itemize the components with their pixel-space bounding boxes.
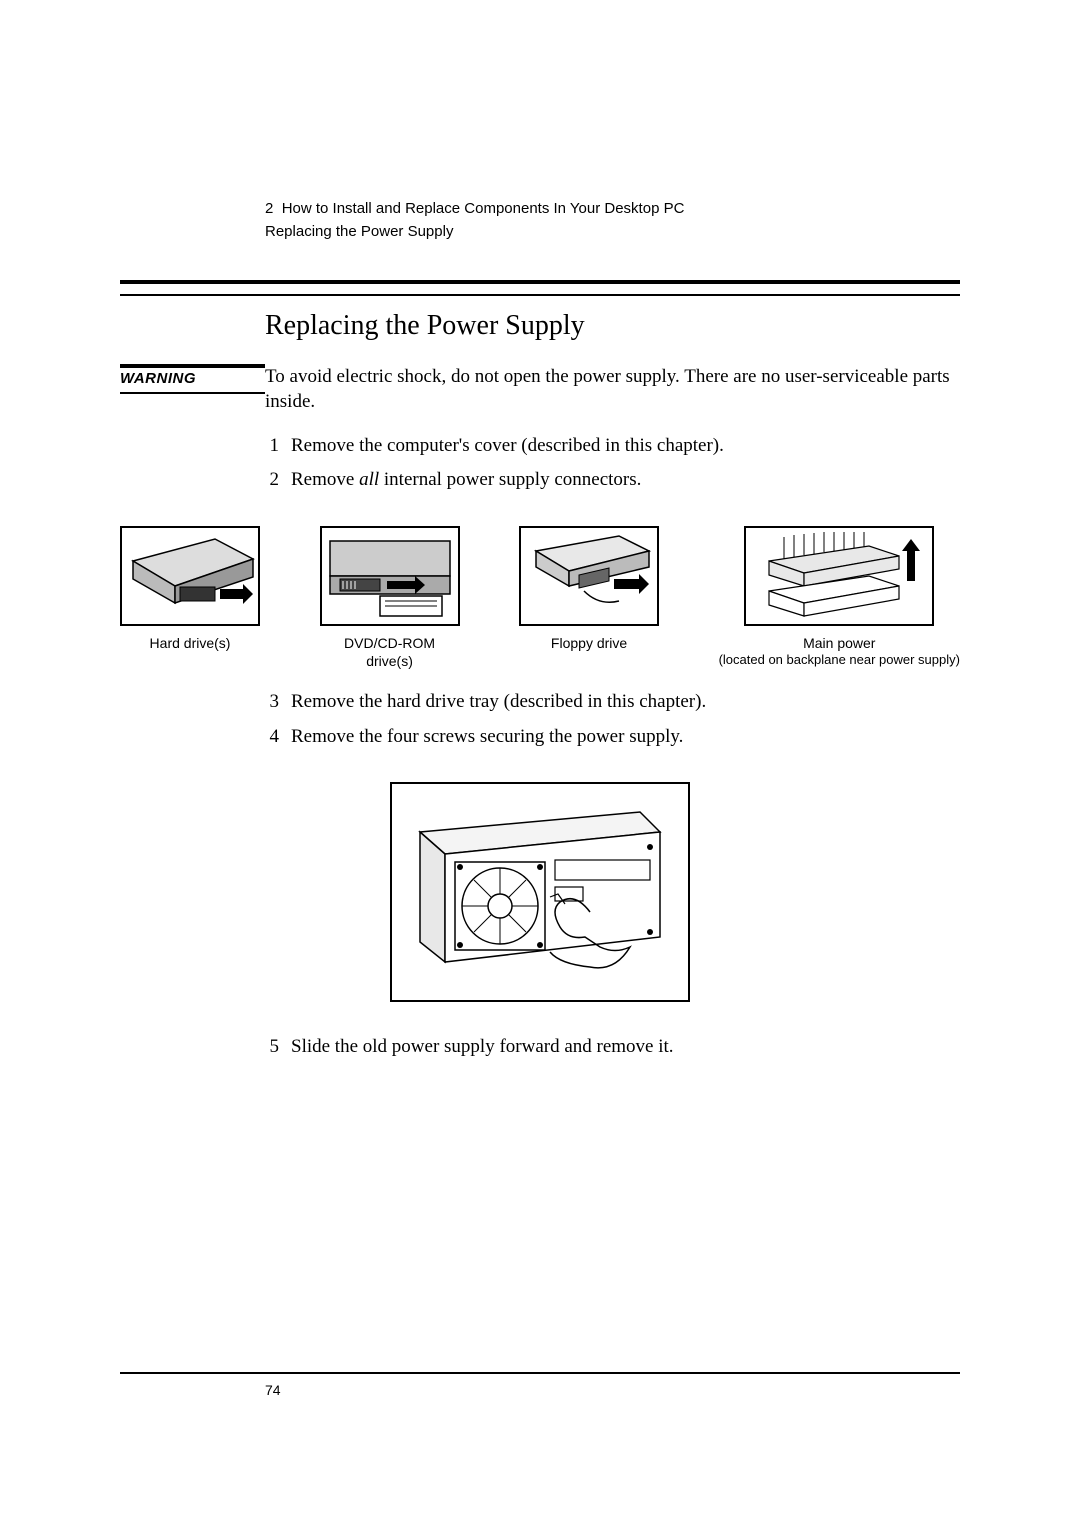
floppy-icon: [524, 531, 654, 621]
step-item: 1 Remove the computer's cover (described…: [265, 431, 960, 461]
figure-sublabel: (located on backplane near power supply): [719, 652, 960, 669]
figure-floppy-drive: Floppy drive: [519, 526, 659, 672]
figure-label: Main power: [803, 634, 875, 653]
step-item: 5 Slide the old power supply forward and…: [265, 1032, 960, 1062]
figure-label: DVD/CD-ROM: [344, 634, 435, 653]
page-footer: 74: [120, 1372, 960, 1398]
figure-label: Floppy drive: [551, 634, 627, 653]
warning-label: WARNING: [120, 370, 196, 387]
figure-label: Hard drive(s): [150, 634, 231, 653]
step-list-b: 3 Remove the hard drive tray (described …: [265, 687, 960, 752]
figure-row: Hard drive(s) DVD/CD-ROM: [120, 526, 960, 672]
step-number: 2: [265, 465, 291, 495]
step-list-c: 5 Slide the old power supply forward and…: [265, 1032, 960, 1062]
cdrom-icon: [325, 531, 455, 621]
rule-thin: [120, 294, 960, 296]
page-number: 74: [265, 1382, 960, 1398]
chapter-title: How to Install and Replace Components In…: [282, 200, 685, 217]
step-number: 5: [265, 1032, 291, 1062]
warning-text: To avoid electric shock, do not open the…: [265, 364, 960, 415]
document-page: 2 How to Install and Replace Components …: [0, 0, 1080, 1528]
rule-thick: [120, 280, 960, 284]
figure-dvd-cdrom: DVD/CD-ROM drive(s): [320, 526, 460, 672]
step-text: Remove the four screws securing the powe…: [291, 722, 960, 752]
step-item: 2 Remove all internal power supply conne…: [265, 465, 960, 495]
main-power-icon: [749, 531, 929, 621]
hard-drive-icon: [125, 531, 255, 621]
screws-figure: [120, 782, 960, 1002]
step-text: Remove the hard drive tray (described in…: [291, 687, 960, 717]
figure-sublabel: drive(s): [366, 652, 413, 671]
step-number: 1: [265, 431, 291, 461]
warning-block: WARNING To avoid electric shock, do not …: [120, 364, 960, 415]
step-text: Remove the computer's cover (described i…: [291, 431, 960, 461]
chapter-number: 2: [265, 200, 273, 217]
section-title: Replacing the Power Supply: [265, 310, 960, 342]
step-list-a: 1 Remove the computer's cover (described…: [265, 431, 960, 496]
figure-main-power: Main power (located on backplane near po…: [719, 526, 960, 672]
step-number: 4: [265, 722, 291, 752]
running-header: 2 How to Install and Replace Components …: [265, 200, 960, 240]
figure-hard-drive: Hard drive(s): [120, 526, 260, 672]
header-section-title: Replacing the Power Supply: [265, 223, 960, 240]
power-supply-rear-icon: [400, 792, 680, 992]
step-item: 3 Remove the hard drive tray (described …: [265, 687, 960, 717]
step-number: 3: [265, 687, 291, 717]
step-item: 4 Remove the four screws securing the po…: [265, 722, 960, 752]
step-text: Remove all internal power supply connect…: [291, 465, 960, 495]
step-text: Slide the old power supply forward and r…: [291, 1032, 960, 1062]
footer-rule: [120, 1372, 960, 1374]
